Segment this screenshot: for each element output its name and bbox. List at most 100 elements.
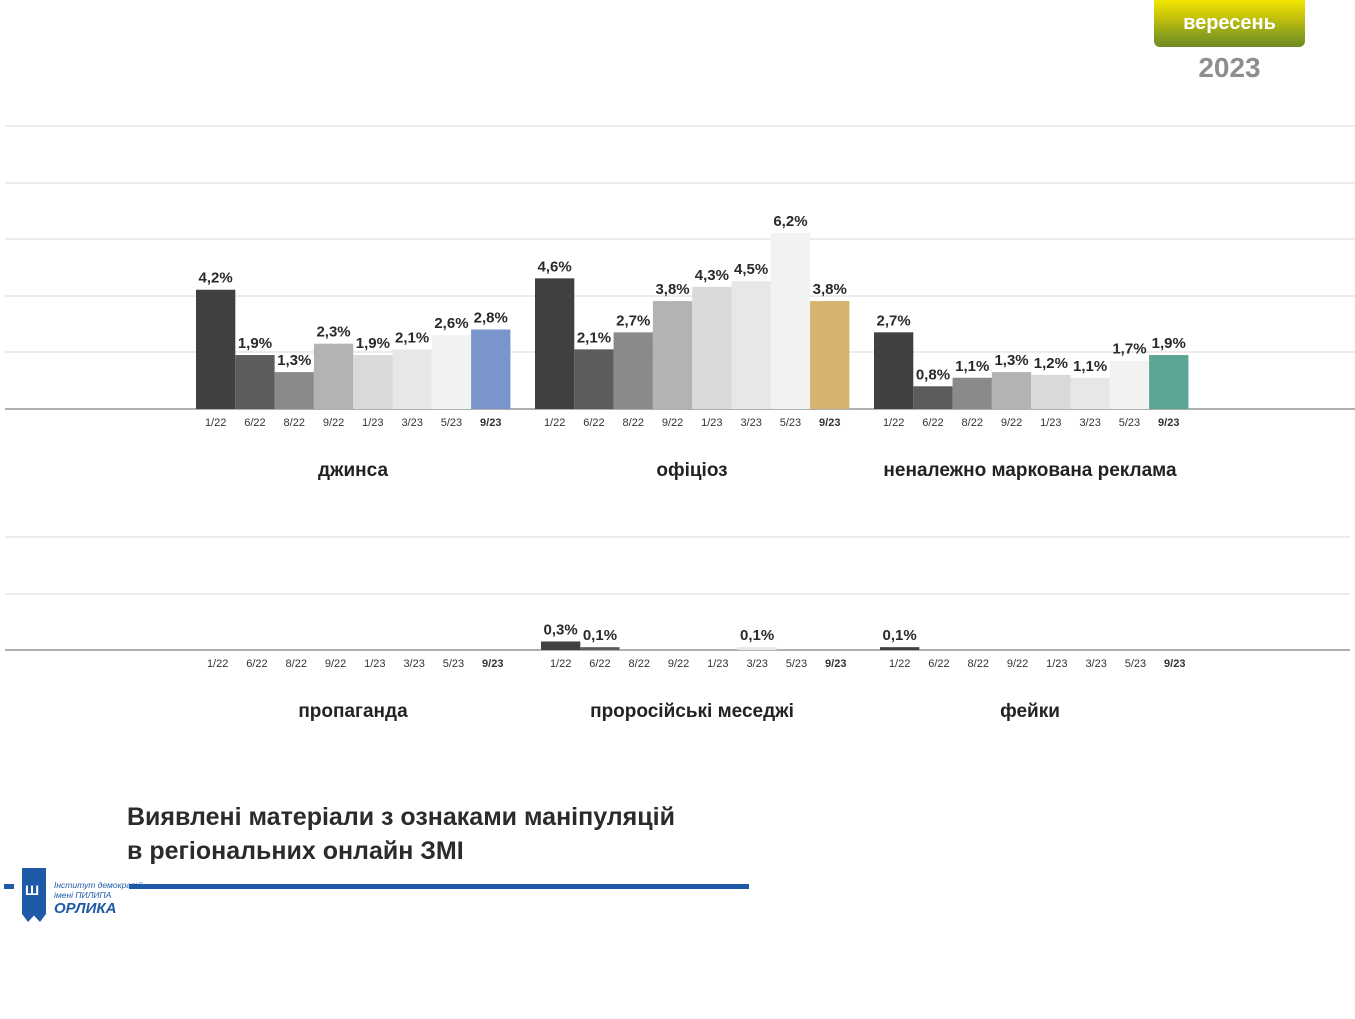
tick-label-3-6/22: 6/22 bbox=[246, 658, 267, 670]
data-label-1-8/22: 2,7% bbox=[616, 312, 650, 329]
tick-label-4-6/22: 6/22 bbox=[589, 658, 610, 670]
data-label-0-8/22: 1,3% bbox=[277, 352, 311, 369]
chart-title-0: джинса bbox=[318, 460, 388, 481]
bar-2-9/23 bbox=[1149, 355, 1189, 409]
tick-label-0-9/22: 9/22 bbox=[323, 417, 344, 429]
data-label-2-1/22: 2,7% bbox=[877, 312, 911, 329]
tick-label-4-3/23: 3/23 bbox=[746, 658, 767, 670]
tick-label-2-9/22: 9/22 bbox=[1001, 417, 1022, 429]
data-label-2-1/23: 1,2% bbox=[1034, 355, 1068, 372]
bar-4-6/22 bbox=[580, 647, 620, 650]
bar-2-5/23 bbox=[1109, 360, 1150, 409]
bar-1-6/22 bbox=[574, 349, 614, 409]
tick-label-0-1/22: 1/22 bbox=[205, 417, 226, 429]
tick-label-5-1/22: 1/22 bbox=[889, 658, 910, 670]
data-label-1-6/22: 2,1% bbox=[577, 329, 611, 346]
bar-0-1/23 bbox=[353, 355, 393, 409]
data-label-0-3/23: 2,1% bbox=[395, 329, 429, 346]
tick-label-0-9/23: 9/23 bbox=[480, 417, 501, 429]
bar-1-8/22 bbox=[613, 332, 653, 409]
title-rule-stub bbox=[4, 884, 14, 889]
tick-label-1-1/22: 1/22 bbox=[544, 417, 565, 429]
tick-label-0-3/23: 3/23 bbox=[401, 417, 422, 429]
month-label: вересень bbox=[1183, 12, 1276, 34]
bar-0-5/23 bbox=[431, 335, 472, 409]
data-label-0-9/22: 2,3% bbox=[316, 324, 350, 341]
bar-1-9/23 bbox=[810, 301, 850, 409]
data-label-1-1/23: 4,3% bbox=[695, 267, 729, 284]
chart-title-5: фейки bbox=[1000, 701, 1060, 722]
tick-label-2-8/22: 8/22 bbox=[962, 417, 983, 429]
chart-title-3: пропаганда bbox=[298, 701, 408, 722]
bar-0-8/22 bbox=[274, 372, 314, 409]
title-line-2: в регіональних онлайн ЗМІ bbox=[127, 837, 464, 865]
data-label-2-6/22: 0,8% bbox=[916, 366, 950, 383]
trident-logo-icon: Ш bbox=[22, 868, 46, 922]
tick-label-0-5/23: 5/23 bbox=[441, 417, 462, 429]
data-label-1-3/23: 4,5% bbox=[734, 261, 768, 278]
bar-0-9/22 bbox=[313, 343, 354, 409]
bar-1-3/23 bbox=[731, 281, 771, 409]
tick-label-4-1/22: 1/22 bbox=[550, 658, 571, 670]
data-label-0-9/23: 2,8% bbox=[474, 309, 508, 326]
title-rule bbox=[129, 884, 749, 889]
chart-title-4: проросійські меседжі bbox=[590, 701, 794, 722]
logo-text-name: ОРЛИКА bbox=[54, 900, 117, 917]
bar-1-1/23 bbox=[692, 286, 732, 409]
data-label-1-9/23: 3,8% bbox=[813, 281, 847, 298]
bar-0-6/22 bbox=[235, 355, 275, 409]
data-label-5-1/22: 0,1% bbox=[883, 627, 917, 644]
logo-text-top: Інститут демократії імені ПИЛИПА bbox=[54, 880, 142, 900]
bar-1-9/22 bbox=[652, 301, 693, 409]
tick-label-4-1/23: 1/23 bbox=[707, 658, 728, 670]
data-label-2-3/23: 1,1% bbox=[1073, 358, 1107, 375]
tick-label-3-5/23: 5/23 bbox=[443, 658, 464, 670]
data-label-2-9/23: 1,9% bbox=[1152, 335, 1186, 352]
bar-charts: 4,2% 1/22 1,9% 6/22 1,3% 8/22 2,3% 9/22 1,9% 1/23… bbox=[5, 125, 1355, 722]
bar-2-8/22 bbox=[952, 377, 992, 409]
data-label-1-1/22: 4,6% bbox=[538, 258, 572, 275]
tick-label-3-1/22: 1/22 bbox=[207, 658, 228, 670]
institute-logo: Ш Інститут демократії імені ПИЛИПА ОРЛИК… bbox=[20, 866, 142, 924]
data-label-0-5/23: 2,6% bbox=[434, 315, 468, 332]
tick-label-1-9/23: 9/23 bbox=[819, 417, 840, 429]
bar-2-6/22 bbox=[913, 386, 953, 409]
data-label-1-9/22: 3,8% bbox=[655, 281, 689, 298]
tick-label-5-5/23: 5/23 bbox=[1125, 658, 1146, 670]
data-label-4-3/23: 0,1% bbox=[740, 627, 774, 644]
tick-label-2-1/22: 1/22 bbox=[883, 417, 904, 429]
month-badge: вересень bbox=[1154, 0, 1305, 47]
bar-0-9/23 bbox=[471, 329, 511, 409]
tick-label-0-6/22: 6/22 bbox=[244, 417, 265, 429]
tick-label-3-9/22: 9/22 bbox=[325, 658, 346, 670]
tick-label-4-9/23: 9/23 bbox=[825, 658, 846, 670]
tick-label-1-8/22: 8/22 bbox=[623, 417, 644, 429]
tick-label-5-9/22: 9/22 bbox=[1007, 658, 1028, 670]
tick-label-1-9/22: 9/22 bbox=[662, 417, 683, 429]
tick-label-5-1/23: 1/23 bbox=[1046, 658, 1067, 670]
data-label-0-6/22: 1,9% bbox=[238, 335, 272, 352]
chart-title-2: неналежно маркована реклама bbox=[883, 460, 1177, 481]
chart-title-1: офіціоз bbox=[656, 460, 727, 481]
tick-label-3-9/23: 9/23 bbox=[482, 658, 503, 670]
tick-label-4-5/23: 5/23 bbox=[786, 658, 807, 670]
tick-label-2-6/22: 6/22 bbox=[922, 417, 943, 429]
tick-label-2-5/23: 5/23 bbox=[1119, 417, 1140, 429]
data-label-2-9/22: 1,3% bbox=[994, 352, 1028, 369]
bar-2-9/22 bbox=[991, 372, 1032, 409]
tick-label-2-1/23: 1/23 bbox=[1040, 417, 1061, 429]
tick-label-1-1/23: 1/23 bbox=[701, 417, 722, 429]
tick-label-5-9/23: 9/23 bbox=[1164, 658, 1185, 670]
bar-0-3/23 bbox=[392, 349, 432, 409]
bar-1-5/23 bbox=[770, 232, 811, 409]
year-label: 2023 bbox=[1198, 52, 1261, 83]
tick-label-1-5/23: 5/23 bbox=[780, 417, 801, 429]
data-label-2-8/22: 1,1% bbox=[955, 358, 989, 375]
bar-2-1/23 bbox=[1031, 374, 1071, 409]
bar-0-1/22 bbox=[196, 289, 236, 409]
tick-label-2-9/23: 9/23 bbox=[1158, 417, 1179, 429]
tick-label-3-3/23: 3/23 bbox=[403, 658, 424, 670]
title-line-1: Виявлені матеріали з ознаками маніпуляці… bbox=[127, 803, 675, 831]
tick-label-4-8/22: 8/22 bbox=[629, 658, 650, 670]
bar-2-3/23 bbox=[1070, 377, 1110, 409]
